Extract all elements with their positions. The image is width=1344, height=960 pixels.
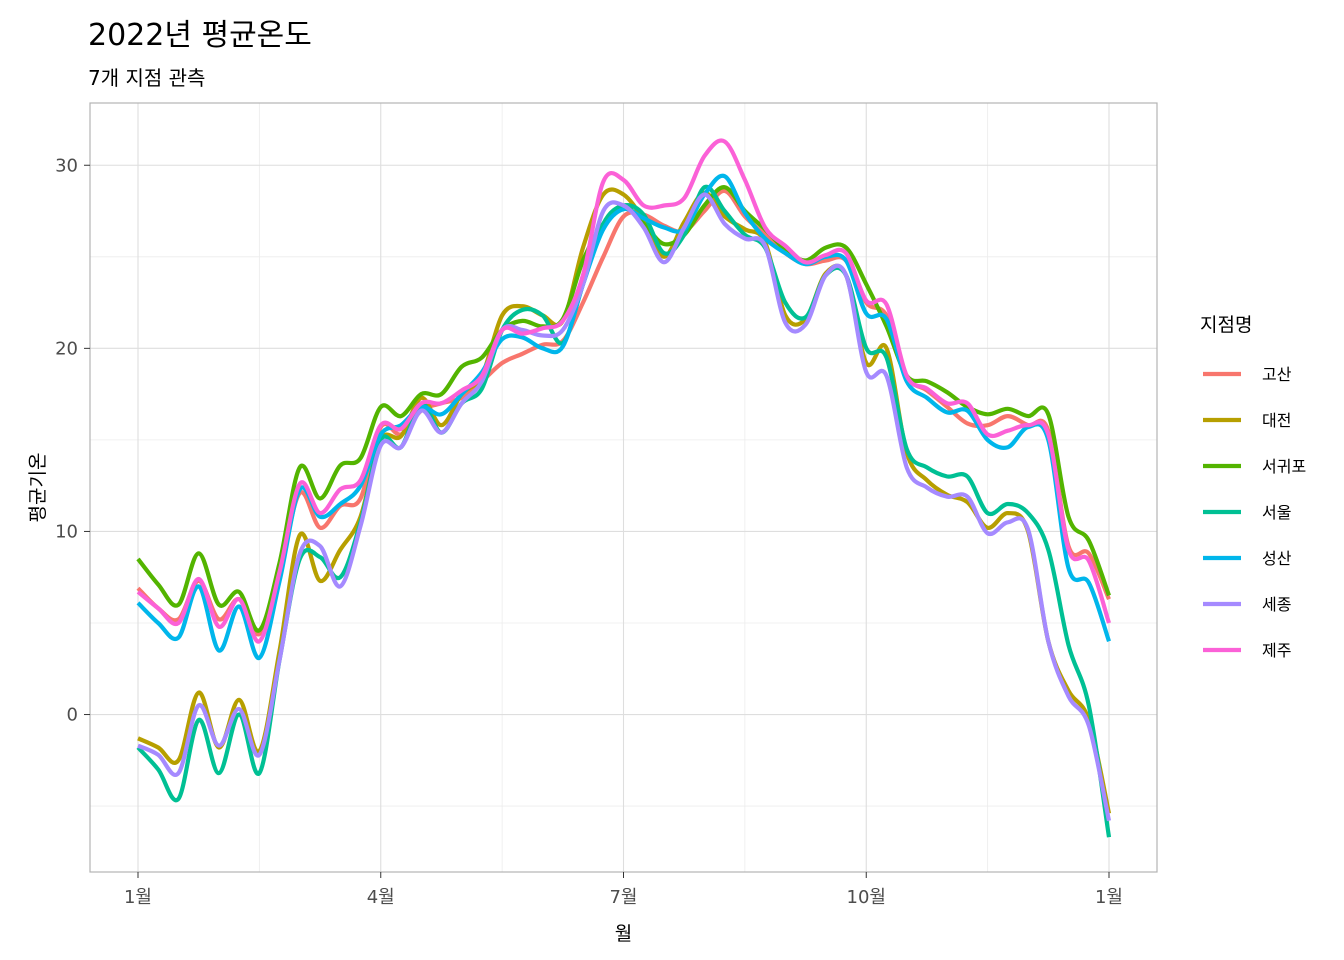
y-tick-label: 10 — [55, 521, 78, 542]
series-lines — [136, 138, 1112, 838]
series-line-세종 — [137, 192, 1112, 822]
y-tick-label: 20 — [55, 338, 78, 359]
legend-label-제주: 제주 — [1262, 641, 1291, 660]
x-tick-label: 10월 — [847, 887, 886, 908]
chart-subtitle: 7개 지점 관측 — [88, 66, 206, 90]
x-axis-title: 월 — [615, 923, 632, 945]
legend-label-성산: 성산 — [1262, 549, 1292, 568]
x-tick-label: 4월 — [367, 887, 395, 908]
legend-label-세종: 세종 — [1262, 595, 1291, 614]
legend-title: 지점명 — [1200, 314, 1252, 336]
y-axis-title: 평균기온 — [27, 453, 49, 523]
major-gridlines — [90, 103, 1157, 872]
x-axis: 1월 4월 7월 10월 1월 — [124, 872, 1123, 908]
legend-label-서울: 서울 — [1262, 503, 1291, 522]
x-tick-label: 1월 — [1095, 887, 1123, 908]
x-tick-label: 7월 — [609, 887, 637, 908]
x-tick-label: 1월 — [124, 887, 152, 908]
y-tick-label: 30 — [55, 155, 78, 176]
legend-label-서귀포: 서귀포 — [1262, 457, 1306, 476]
series-line-제주 — [136, 138, 1111, 644]
y-tick-label: 0 — [67, 705, 78, 726]
chart-title: 2022년 평균온도 — [88, 18, 312, 53]
y-axis: 0 10 20 30 — [55, 155, 90, 726]
legend-label-고산: 고산 — [1262, 365, 1292, 384]
legend-label-대전: 대전 — [1262, 411, 1291, 430]
